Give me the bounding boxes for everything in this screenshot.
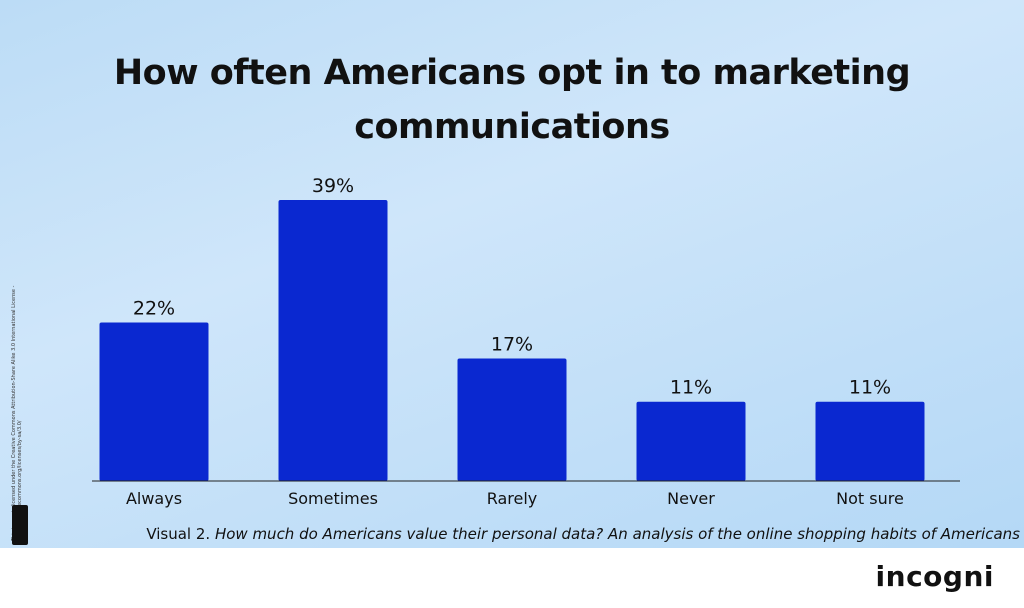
x-tick-label: Always — [126, 489, 182, 508]
bar-always — [99, 322, 209, 481]
caption-prefix: Visual 2. — [146, 525, 215, 543]
chart-title: How often Americans opt in to marketing … — [113, 53, 911, 147]
data-label: 17% — [491, 334, 533, 356]
cc-license-icon — [12, 505, 28, 545]
caption-source: How much do Americans value their person… — [214, 525, 1020, 543]
license-text: This image is licensed under the Creativ… — [11, 285, 23, 541]
data-label: 11% — [849, 377, 891, 399]
incogni-logo: incogni — [875, 560, 994, 593]
x-tick-label: Rarely — [487, 489, 538, 508]
x-tick-label: Never — [667, 489, 715, 508]
data-label: 39% — [312, 175, 354, 197]
bar-chart: 22% Always 39% Sometimes 17% Rarely 11% Never 11… — [92, 175, 960, 508]
x-tick-label: Sometimes — [288, 489, 378, 508]
bar-never — [636, 401, 746, 481]
chart-caption: Visual 2. How much do Americans value th… — [146, 525, 1020, 543]
bar-rarely — [457, 358, 567, 481]
data-label: 22% — [133, 297, 175, 319]
bar-not-sure — [815, 401, 925, 481]
x-tick-label: Not sure — [836, 489, 904, 508]
data-label: 11% — [670, 377, 712, 399]
bar-sometimes — [278, 200, 388, 481]
